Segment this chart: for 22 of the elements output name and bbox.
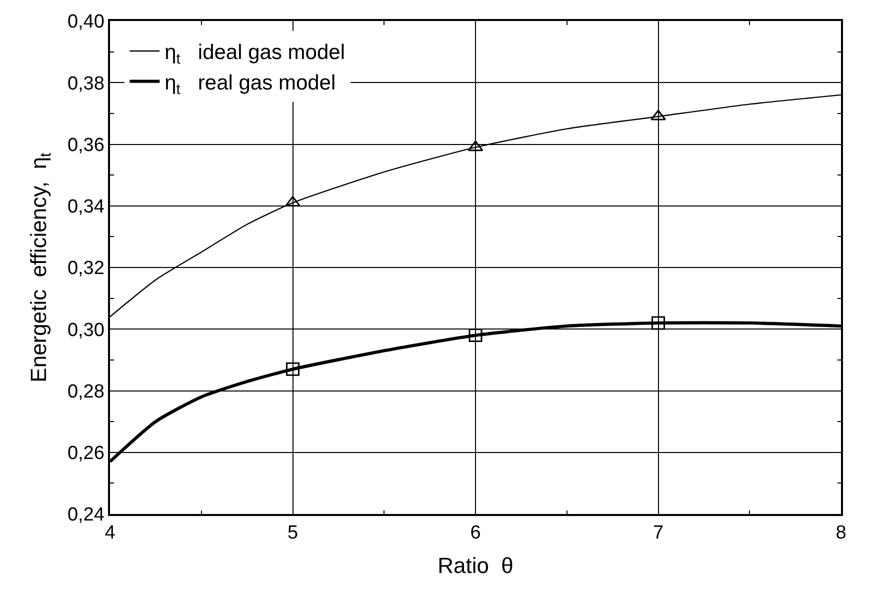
x-tick-label: 5 <box>287 522 298 544</box>
x-tick-label: 7 <box>652 522 664 544</box>
y-tick-label: 0,38 <box>67 73 104 94</box>
y-tick-label: 0,34 <box>67 196 105 218</box>
y-tick-label: 0,36 <box>67 134 104 156</box>
y-tick-label: 0,24 <box>67 504 105 526</box>
point <box>285 196 300 207</box>
x-tick-label: 8 <box>836 522 846 544</box>
x-tick-label: 4 <box>104 522 116 544</box>
point <box>652 316 665 330</box>
x-axis-title: Ratio θ <box>438 552 514 578</box>
x-tick-label: 6 <box>470 522 481 544</box>
y-tick-label: 0,32 <box>67 258 104 280</box>
y-tick-label: 0,28 <box>67 381 104 402</box>
point <box>468 328 482 342</box>
point <box>286 362 300 376</box>
y-tick-label: 0,40 <box>67 12 104 33</box>
y-tick-label: 0,30 <box>67 320 104 341</box>
y-tick-label: 0,26 <box>67 443 104 464</box>
legend-label: η$_{t}$ ideal gas model <box>164 41 346 68</box>
legend-label: η$_{t}$ real gas model <box>164 72 336 98</box>
point <box>650 110 666 120</box>
